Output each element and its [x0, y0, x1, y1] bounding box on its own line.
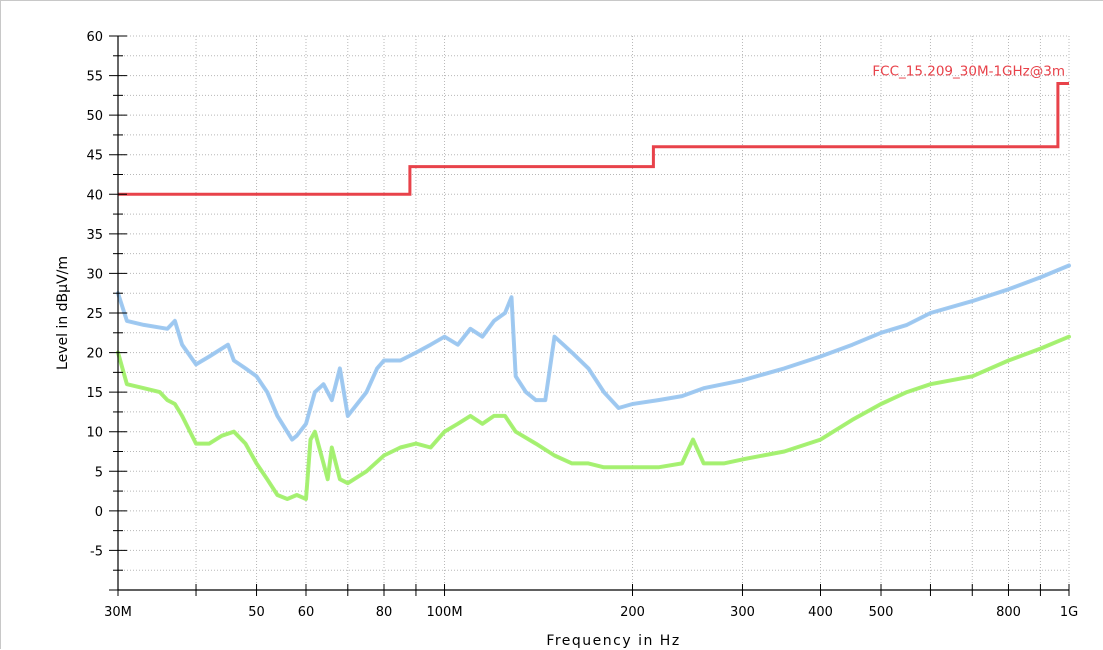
x-tick-label: 200: [620, 605, 645, 620]
series-trace-core: [117, 264, 1070, 441]
limit-line: [118, 82, 1069, 196]
limit-layer: [118, 82, 1069, 196]
y-tick-label: 50: [86, 109, 103, 124]
series-trace: [116, 334, 1071, 501]
x-tick-label: 400: [808, 605, 833, 620]
y-tick-label: 25: [86, 307, 103, 322]
x-axis-title: Frequency in Hz: [546, 633, 680, 649]
x-tick-label: 60: [298, 605, 315, 620]
x-tick-label: 300: [730, 605, 755, 620]
limit-line-label: FCC_15.209_30M-1GHz@3m: [872, 63, 1065, 79]
y-axis-title: Level in dBµV/m: [55, 256, 71, 370]
y-tick-label: -5: [90, 544, 103, 559]
y-tick-label: 20: [86, 347, 103, 362]
x-tick-label: 1G: [1060, 605, 1078, 620]
y-tick-label: 10: [86, 426, 103, 441]
x-tick-label: 500: [869, 605, 894, 620]
y-tick-label: 0: [95, 505, 103, 520]
series-trace: [116, 263, 1071, 442]
y-tick-label: 15: [86, 386, 103, 401]
x-tick-label: 100M: [427, 605, 463, 620]
y-tick-label: 55: [86, 70, 103, 85]
y-tick-label: 30: [86, 267, 103, 282]
y-tick-label: 35: [86, 228, 103, 243]
series-layer: [116, 263, 1071, 501]
x-tick-label: 50: [248, 605, 265, 620]
x-tick-label: 80: [376, 605, 393, 620]
y-tick-label: 40: [86, 188, 103, 203]
y-tick-label: 5: [95, 465, 103, 480]
x-tick-label: 30M: [104, 605, 132, 620]
y-tick-label: 60: [86, 30, 103, 45]
series-trace-core: [117, 336, 1070, 500]
x-tick-label: 800: [996, 605, 1021, 620]
y-tick-label: 45: [86, 149, 103, 164]
